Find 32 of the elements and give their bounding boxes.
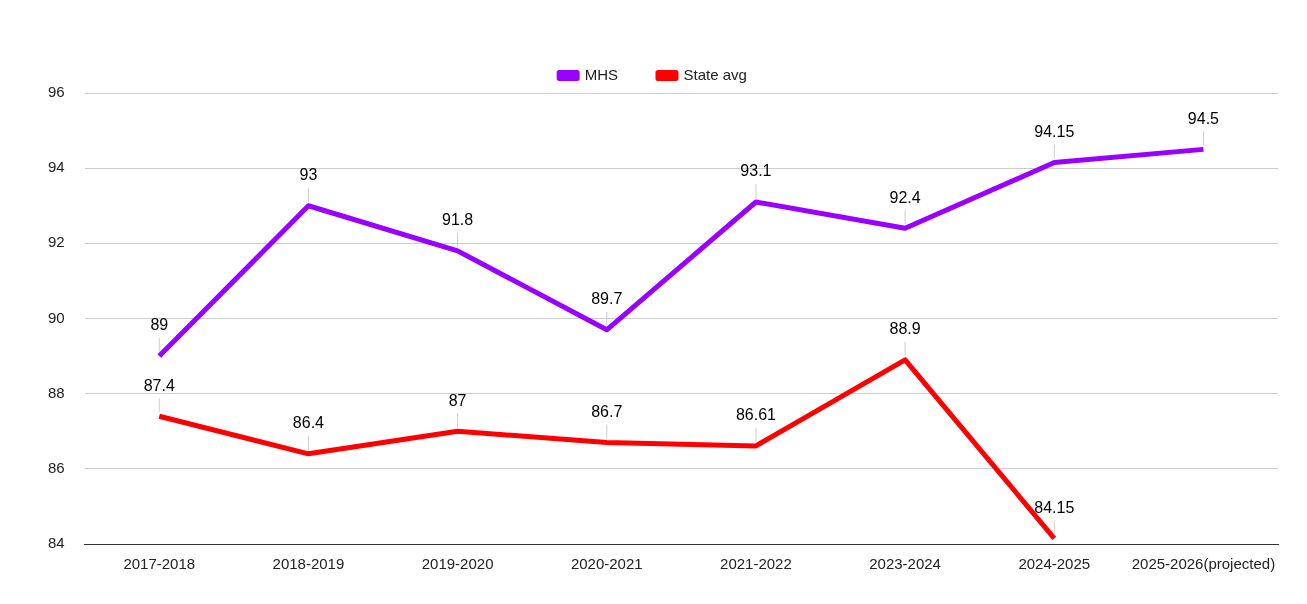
y-tick-label: 84 (48, 534, 65, 552)
data-label: 89 (150, 316, 169, 334)
y-tick-label: 94 (48, 158, 65, 176)
data-label: 86.4 (292, 414, 325, 432)
data-label: 93 (299, 166, 318, 184)
legend-label: State avg (683, 65, 747, 83)
data-label: 91.8 (442, 211, 474, 229)
y-tick-label: 92 (48, 233, 65, 251)
x-tick-label: 2021-2022 (720, 555, 792, 573)
data-label: 86.61 (735, 406, 777, 424)
x-tick-label: 2025-2026(projected) (1131, 555, 1276, 573)
x-tick-label: 2023-2024 (869, 555, 941, 573)
y-tick-label: 96 (48, 83, 65, 101)
data-label: 84.15 (1034, 498, 1075, 516)
data-label: 87 (448, 391, 467, 409)
data-label: 87.4 (143, 376, 175, 394)
data-label: 94.5 (1187, 109, 1220, 127)
data-label: 94.15 (1034, 122, 1075, 140)
data-label: 89.7 (591, 290, 623, 308)
legend-label: MHS (584, 65, 618, 83)
x-tick-label: 2019-2020 (421, 555, 494, 573)
y-tick-label: 86 (48, 458, 65, 476)
x-tick-label: 2020-2021 (570, 555, 643, 573)
x-tick-label: 2017-2018 (123, 555, 196, 573)
x-tick-label: 2024-2025 (1018, 555, 1091, 573)
data-label: 93.1 (740, 162, 772, 180)
data-label: 86.7 (591, 402, 623, 420)
y-tick-label: 90 (48, 308, 65, 326)
data-label: 92.4 (889, 188, 921, 206)
data-label: 88.9 (889, 320, 921, 338)
x-tick-label: 2018-2019 (272, 555, 345, 573)
y-tick-label: 88 (48, 383, 65, 401)
